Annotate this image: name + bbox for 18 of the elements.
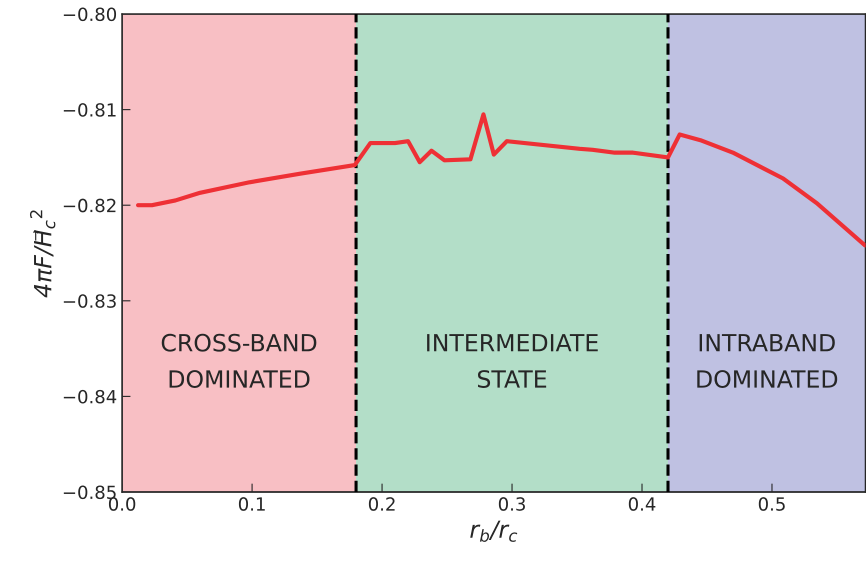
y-tick-label: −0.85: [64, 485, 116, 500]
band-label: CROSS-BAND DOMINATED: [162, 334, 316, 388]
y-tick-label: −0.80: [64, 7, 116, 22]
x-tick-label: 0.2: [368, 497, 395, 511]
x-tick-label: 0.0: [108, 497, 136, 511]
x-tick-label: 0.4: [628, 497, 656, 511]
x-tick-label: 0.5: [758, 497, 785, 511]
y-tick-label: −0.82: [64, 198, 116, 212]
y-tick-label: −0.84: [64, 390, 116, 404]
band-label: INTRABAND DOMINATED: [697, 334, 838, 388]
y-tick-label: −0.81: [64, 103, 116, 117]
x-axis-title: r$_{b}$/r$_{c}$: [470, 520, 518, 542]
x-tick-label: 0.3: [498, 497, 525, 511]
y-tick-label: −0.83: [64, 294, 116, 308]
line-series: [136, 112, 866, 248]
x-tick-label: 0.1: [238, 497, 265, 511]
y-axis-title: 4πF/H⃗$_{c}$$^{2}$: [30, 210, 56, 298]
band-label: INTERMEDIATE STATE: [427, 334, 598, 388]
